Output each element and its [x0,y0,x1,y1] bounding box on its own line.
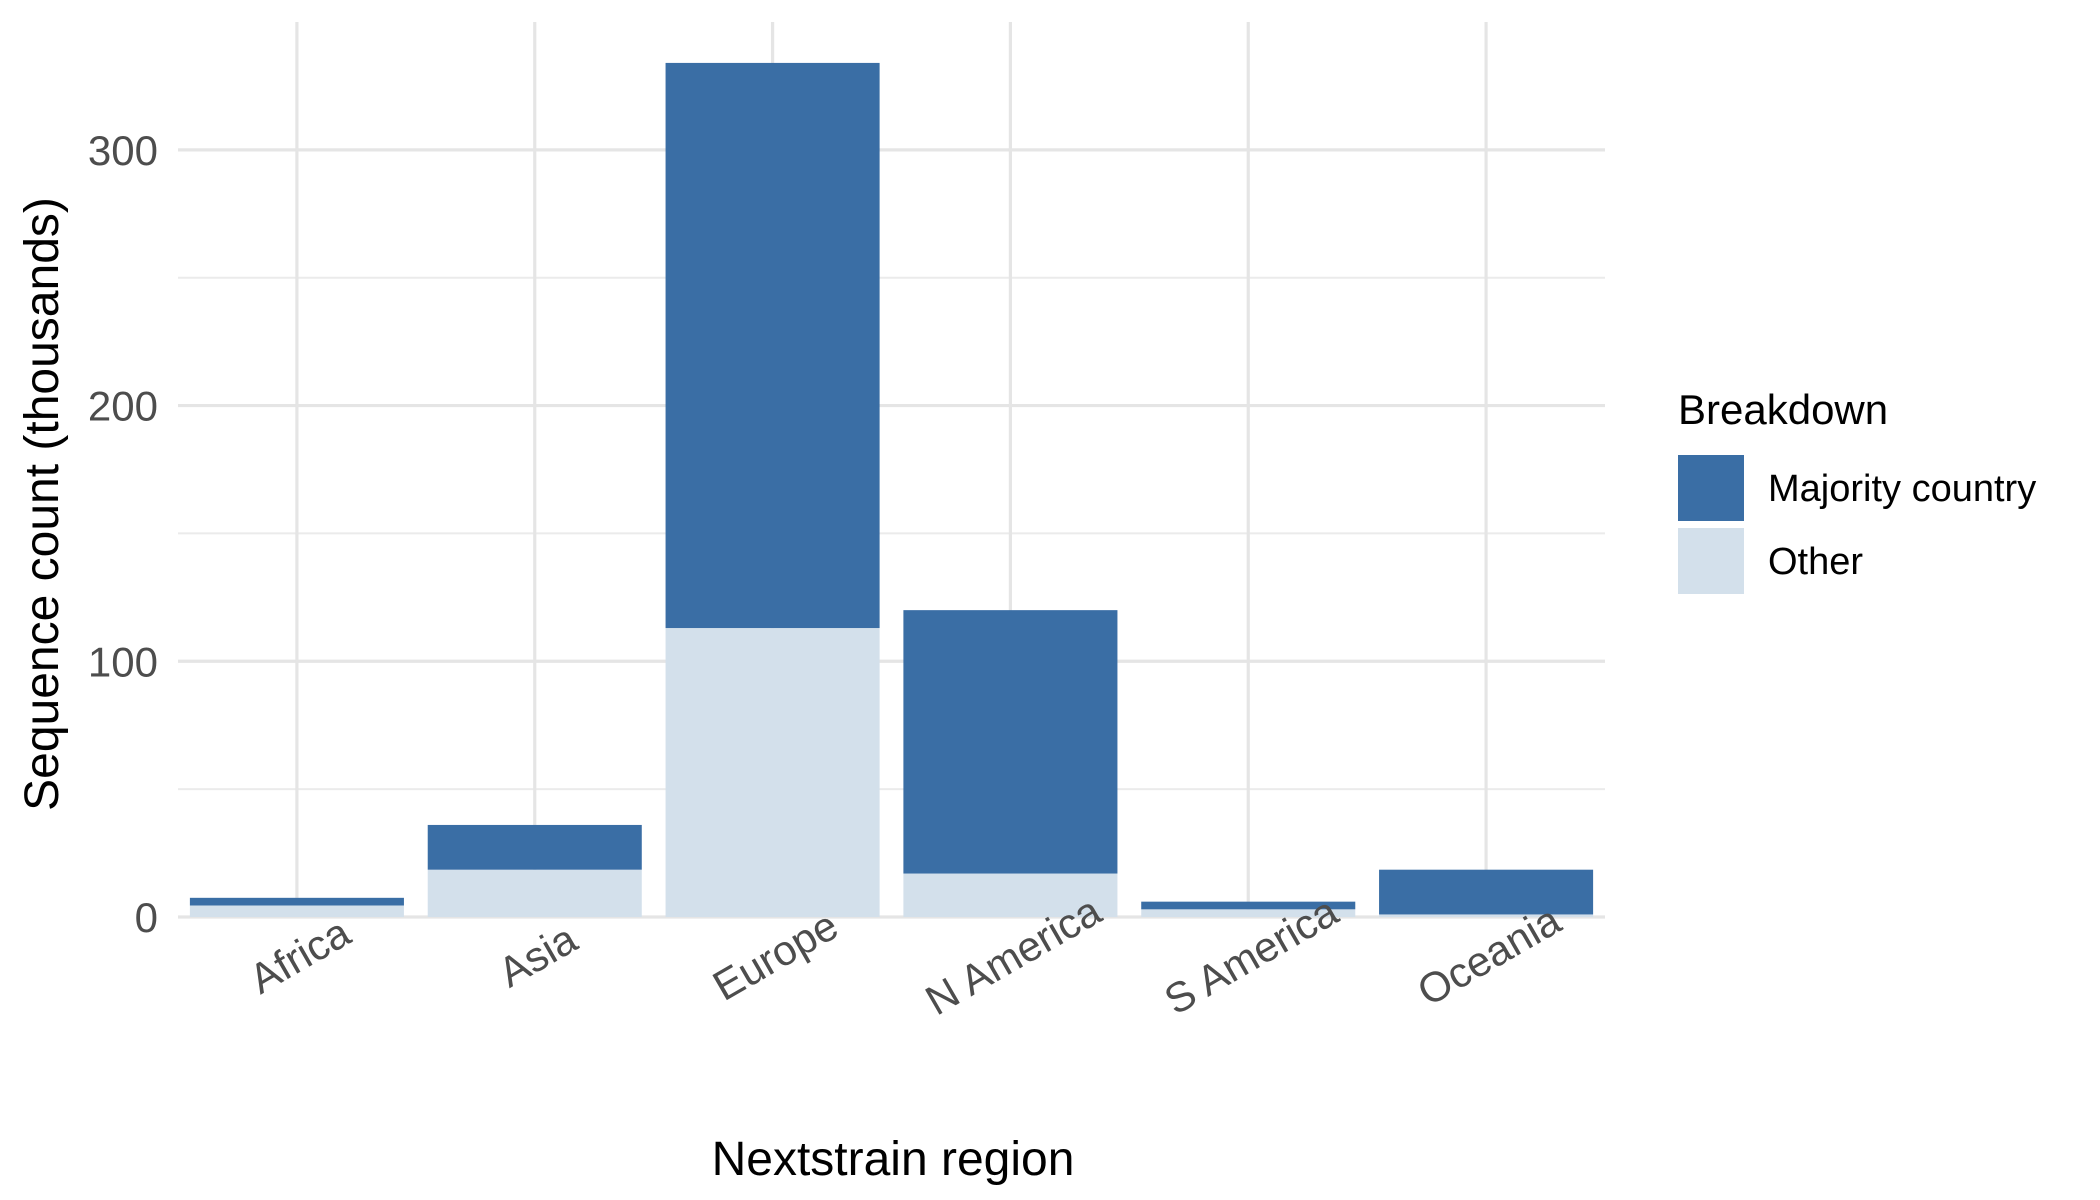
bar-africa-other [189,905,404,917]
legend-label: Other [1768,541,1863,583]
bar-s-america-other [1141,909,1356,917]
legend-label: Majority country [1768,468,2036,510]
legend-swatch [1678,528,1744,594]
bar-n-america-other [903,873,1118,917]
legend: Breakdown Majority country Other [1678,386,2036,594]
y-tick-label: 0 [135,894,158,941]
x-axis-title: Nextstrain region [712,1133,1075,1186]
x-tick-label: Asia [490,914,585,996]
bar-s-america-majority-country [1141,901,1356,910]
bar-europe-other [665,628,880,917]
y-tick-label: 300 [88,127,158,174]
y-axis-title: Sequence count (thousands) [16,197,69,811]
y-tick-label: 200 [88,383,158,430]
bar-oceania-other [1379,914,1594,917]
bar-asia-majority-country [427,824,642,870]
legend-title: Breakdown [1678,386,1888,433]
y-axis-ticks: 0 100 200 300 [88,127,158,941]
x-tick-label: Africa [241,908,358,1003]
bar-africa-majority-country [189,897,404,906]
gridlines [178,22,1605,919]
y-tick-label: 100 [88,638,158,685]
bar-n-america-majority-country [903,610,1118,874]
legend-swatch [1678,455,1744,521]
bar-europe-majority-country [665,62,880,629]
bars [189,62,1594,917]
bar-oceania-majority-country [1379,869,1594,915]
bar-asia-other [427,869,642,917]
